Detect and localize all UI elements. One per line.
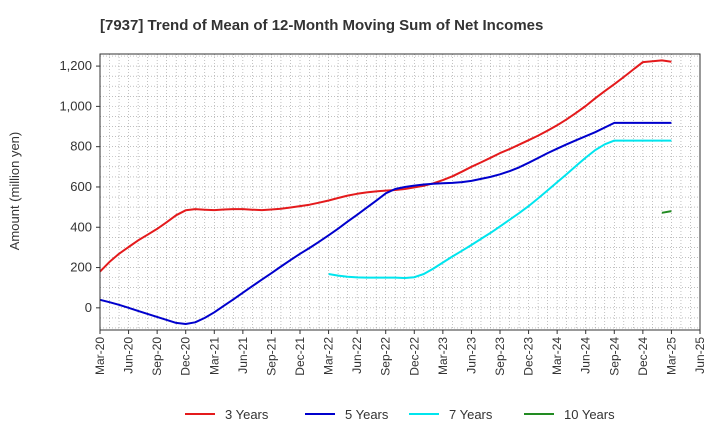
legend: 3 Years 5 Years 7 Years 10 Years xyxy=(185,407,615,422)
legend-label-7-years: 7 Years xyxy=(449,407,493,422)
y-tick-label: 0 xyxy=(85,300,92,315)
x-tick-label: Mar-23 xyxy=(436,337,450,375)
x-tick-label: Dec-21 xyxy=(293,337,307,376)
x-tick-label: Mar-24 xyxy=(550,337,564,375)
series-line-5-years xyxy=(99,121,672,325)
y-tick-label: 200 xyxy=(70,260,92,275)
plot-frame xyxy=(99,53,701,331)
x-tick-label: Sep-23 xyxy=(493,337,507,376)
y-tick-label: 600 xyxy=(70,179,92,194)
x-tick-label: Mar-21 xyxy=(207,337,221,375)
x-tick-label: Dec-20 xyxy=(179,337,193,376)
y-tick-label: 800 xyxy=(70,139,92,154)
y-tick-label: 400 xyxy=(70,219,92,234)
legend-label-10-years: 10 Years xyxy=(564,407,615,422)
plot-lines xyxy=(99,59,672,325)
x-tick-label: Dec-23 xyxy=(522,337,536,376)
series-line-3-years xyxy=(99,59,672,273)
x-tick-label: Jun-23 xyxy=(464,337,478,374)
series-line-7-years xyxy=(328,139,672,279)
x-tick-label: Jun-22 xyxy=(350,337,364,374)
y-axis-ticks: 0 200 400 600 800 1,000 1,200 xyxy=(59,58,100,315)
legend-label-5-years: 5 Years xyxy=(345,407,389,422)
y-tick-label: 1,200 xyxy=(59,58,92,73)
x-tick-label: Sep-24 xyxy=(607,337,621,376)
x-tick-label: Dec-24 xyxy=(636,337,650,376)
x-axis-ticks: Mar-20 Jun-20 Sep-20 Dec-20 Mar-21 Jun-21 Sep-… xyxy=(93,330,707,376)
x-tick-label: Mar-25 xyxy=(664,337,678,375)
x-tick-label: Mar-20 xyxy=(93,337,107,375)
x-tick-label: Sep-21 xyxy=(264,337,278,376)
x-tick-label: Dec-22 xyxy=(407,337,421,376)
x-tick-label: Jun-25 xyxy=(693,337,707,374)
x-tick-label: Mar-22 xyxy=(322,337,336,375)
y-axis-label: Amount (million yen) xyxy=(7,132,22,251)
x-tick-label: Jun-21 xyxy=(236,337,250,374)
x-tick-label: Sep-22 xyxy=(379,337,393,376)
plot-grid xyxy=(99,54,701,330)
chart-title: [7937] Trend of Mean of 12-Month Moving … xyxy=(100,17,543,34)
y-tick-label: 1,000 xyxy=(59,98,92,113)
legend-label-3-years: 3 Years xyxy=(225,407,269,422)
series-line-10-years xyxy=(661,210,672,214)
x-tick-label: Jun-20 xyxy=(122,337,136,374)
x-tick-label: Sep-20 xyxy=(150,337,164,376)
x-tick-label: Jun-24 xyxy=(579,337,593,374)
